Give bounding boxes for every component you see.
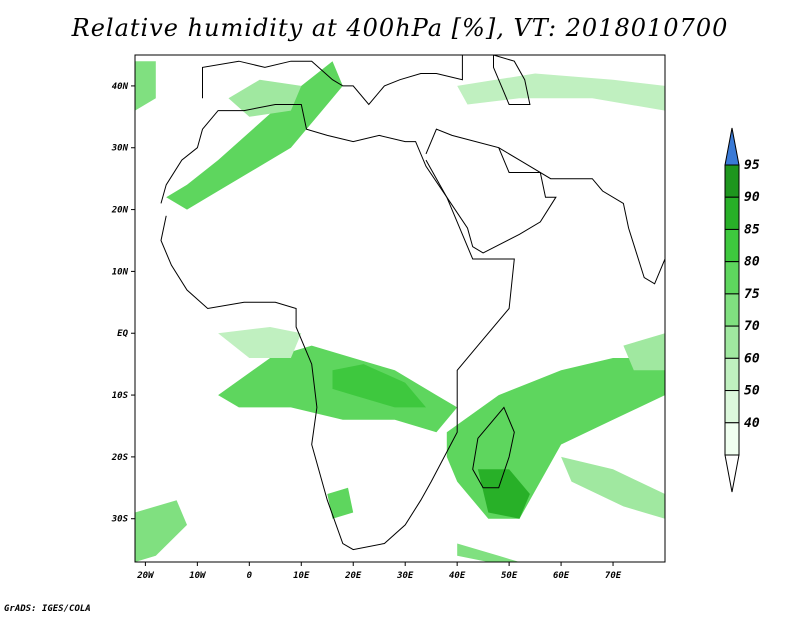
colorbar-over-arrow [724,127,740,166]
humidity-region-indian-ocean-streak [561,456,665,519]
lat-tick-label: 10N [112,267,129,277]
lon-tick-label: 40E [449,571,466,581]
colorbar-box-75 [724,293,740,327]
lon-tick-label: 50E [501,571,518,581]
lon-tick-label: 20E [344,571,362,581]
humidity-region-sw-atlantic [135,500,187,562]
colorbar-box-70 [724,325,740,359]
humidity-region-east-trailing [623,333,665,371]
colorbar-label: 70 [744,319,760,334]
colorbar-box-40 [724,422,740,456]
outline-caspian [493,55,531,105]
outline-europe-south [202,55,463,106]
lon-tick-label: 60E [553,571,570,581]
colorbar-label: 40 [744,416,760,431]
colorbar-box-90 [724,196,740,230]
lon-tick-label: 20W [136,571,155,581]
outline-madagascar [472,406,515,489]
colorbar-label: 95 [744,158,760,173]
outline-africa-coastline [160,104,515,551]
humidity-region-west-equatorial [218,327,302,358]
lon-tick-label: 10W [189,571,207,581]
humidity-region-turkey-band [457,73,665,111]
lat-tick-label: 30S [111,515,129,525]
colorbar-label: 75 [744,287,760,302]
map-frame [134,54,666,563]
lon-tick-label: 30E [396,571,414,581]
axis-ticks: 40N 30N 20N 10N EQ 10S 20S 30S 20W 10W 0 10E 20E 30E 4… [111,82,622,581]
lat-tick-label: 10S [112,391,129,401]
grads-credit: GrADS: IGES/COLA [4,604,91,614]
colorbar-label: 60 [744,351,760,366]
humidity-region-south-africa-spot [327,487,354,519]
colorbar-label: 85 [744,222,760,237]
colorbar-box-85 [724,228,740,263]
lon-tick-label: 10E [293,571,310,581]
colorbar-box-60 [724,357,740,392]
colorbar-under-arrow [724,454,740,493]
lat-tick-label: 20S [111,453,129,463]
outline-arabia [425,128,557,254]
colorbar-box-50 [724,390,740,424]
colorbar-label: 80 [744,255,760,270]
lat-tick-label: 30N [111,144,129,154]
humidity-region-south-east-streak [457,543,520,562]
lon-tick-label: 70E [605,571,622,581]
lat-tick-label: EQ [117,329,128,339]
colorbar-label: 50 [744,384,760,399]
colorbar-box-95 [724,164,740,198]
outline-iran-india [498,147,665,285]
humidity-region-madagascar-core [477,469,530,519]
lat-tick-label: 40N [112,82,129,92]
colorbar-box-80 [724,261,740,295]
map-outlines [160,55,665,551]
lon-tick-label: 0 [247,571,253,581]
colorbar: 95 90 85 80 75 70 60 50 40 [724,127,760,493]
humidity-region-nw-africa-plume [166,61,343,210]
humidity-region-north-atlantic-coast [135,61,156,111]
map-title: Relative humidity at 400hPa [%], VT: 201… [71,14,729,42]
colorbar-label: 90 [744,190,760,205]
lat-tick-label: 20N [111,206,129,216]
humidity-region-med-band [228,79,302,117]
humidity-region-central-africa-core [332,364,426,408]
